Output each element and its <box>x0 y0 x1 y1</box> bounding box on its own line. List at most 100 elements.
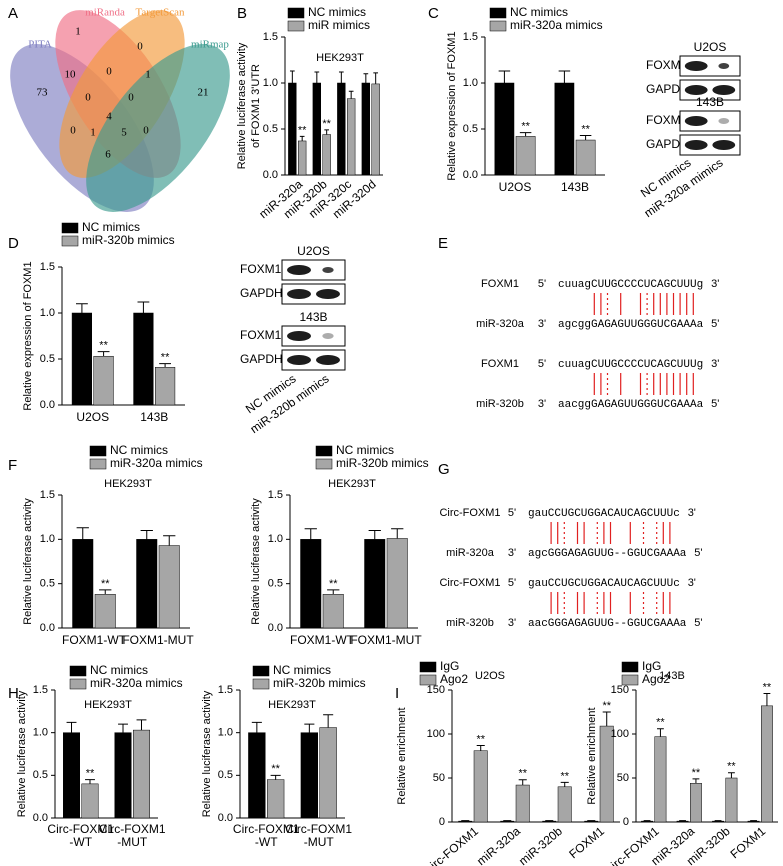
legend-label: miR-320b mimics <box>336 456 429 470</box>
error-bar <box>327 589 340 595</box>
legend-label: IgG <box>440 659 459 673</box>
sequence-name: miR-320a <box>476 318 525 330</box>
y-tick-label: 0.0 <box>33 812 48 824</box>
venn-set-label: TargetScan <box>135 7 185 19</box>
x-tick-label: FOXM1 <box>566 824 607 862</box>
panel-label: B <box>237 5 247 22</box>
error-bar <box>476 744 485 751</box>
y-axis-label: Relative luciferase activity <box>250 498 262 625</box>
blot-band <box>684 61 708 71</box>
y-tick-label: 1.0 <box>33 727 48 739</box>
error-bar <box>373 72 379 84</box>
sequence: agcggGAGAGUUGGGUCGAAAa <box>558 319 704 331</box>
y-tick-label: 1.5 <box>33 684 48 696</box>
x-tick-label: circ-FOXM1 <box>423 824 481 866</box>
y-tick-label: 100 <box>427 728 445 740</box>
error-bar <box>338 71 344 83</box>
legend-swatch <box>419 661 437 673</box>
y-tick-label: 1.0 <box>463 77 478 89</box>
blot-frame <box>679 110 741 132</box>
legend-swatch <box>252 678 270 690</box>
x-tick-label: FOXM1 <box>728 824 769 862</box>
legend-swatch <box>89 445 107 457</box>
x-tick-label: FOXM1-WT <box>290 633 355 647</box>
sequence: agcGGGAGAGUUG--GGUCGAAAa <box>528 548 687 560</box>
y-tick-label: 0.5 <box>33 769 48 781</box>
significance: ** <box>763 681 772 693</box>
significance: ** <box>322 118 331 130</box>
legend-label: NC mimics <box>308 5 366 19</box>
bar <box>155 367 176 406</box>
venn-count: 21 <box>198 87 209 99</box>
sequence-end: 3' <box>538 398 546 410</box>
y-tick-label: 150 <box>611 684 629 696</box>
significance: ** <box>161 352 170 364</box>
bar <box>371 83 380 176</box>
venn-set-label: miRmap <box>191 39 229 51</box>
sequence-end: 3' <box>688 507 696 519</box>
legend-label: NC mimics <box>82 220 140 234</box>
significance: ** <box>656 717 665 729</box>
error-bar <box>76 527 89 540</box>
error-bar <box>136 719 147 731</box>
protein-label: GAPDH <box>240 352 283 366</box>
x-tick-label: -MUT <box>304 835 335 849</box>
error-bar <box>323 714 334 728</box>
bar <box>712 820 725 823</box>
bar <box>515 136 536 176</box>
y-tick-label: 150 <box>427 684 445 696</box>
legend-swatch <box>287 20 305 32</box>
bar <box>494 82 515 176</box>
error-bar <box>140 529 153 540</box>
blot-frame <box>281 259 346 281</box>
error-bar <box>579 134 592 141</box>
venn-set <box>59 10 185 178</box>
y-tick-label: 0.5 <box>218 769 233 781</box>
blot-band <box>718 118 730 124</box>
y-tick-label: 0.5 <box>40 578 55 590</box>
legend-label: NC mimics <box>90 663 148 677</box>
error-bar <box>76 303 88 313</box>
blot-frame <box>281 349 346 371</box>
y-tick-label: 0 <box>623 816 629 828</box>
x-tick-label: Circ-FOXM1 <box>285 822 352 836</box>
blot-band <box>712 140 736 150</box>
bar <box>298 140 307 176</box>
sequence-name: FOXM1 <box>481 358 519 370</box>
significance: ** <box>560 770 569 782</box>
blot-frame <box>679 134 741 156</box>
significance: ** <box>99 340 108 352</box>
panel-label: H <box>8 685 19 702</box>
protein-label: FOXM1 <box>646 58 688 72</box>
sequence-name: miR-320b <box>476 398 524 410</box>
panel-label: F <box>8 457 17 474</box>
y-tick-label: 1.5 <box>463 31 478 43</box>
significance: ** <box>101 578 110 590</box>
cell-line-label: 143B <box>696 95 724 109</box>
venn-count: 73 <box>37 87 49 99</box>
x-tick-label: 143B <box>561 180 589 194</box>
bar <box>322 134 331 176</box>
error-bar <box>85 779 95 784</box>
sequence-end: 5' <box>711 398 719 410</box>
y-tick-label: 1.5 <box>218 684 233 696</box>
sequence-end: 5' <box>508 507 516 519</box>
venn-count: 0 <box>143 125 149 137</box>
legend-swatch <box>89 458 107 470</box>
venn-set-label: PITA <box>28 39 52 51</box>
x-tick-label: miR-320a <box>474 824 523 866</box>
sequence-end: 5' <box>538 358 546 370</box>
x-tick-label: -WT <box>69 835 92 849</box>
chart-title: HEK293T <box>316 52 364 64</box>
error-bar <box>498 70 511 83</box>
bar <box>267 779 285 819</box>
bar <box>554 82 575 176</box>
legend-label: NC mimics <box>336 443 394 457</box>
y-axis-label: of FOXM1 3'UTR <box>250 64 262 148</box>
sequence: gauCCUGCUGGACAUCAGCUUUc <box>528 578 680 590</box>
bar <box>542 820 557 823</box>
error-bar <box>99 589 112 595</box>
bar <box>557 786 572 823</box>
bar <box>71 312 92 406</box>
